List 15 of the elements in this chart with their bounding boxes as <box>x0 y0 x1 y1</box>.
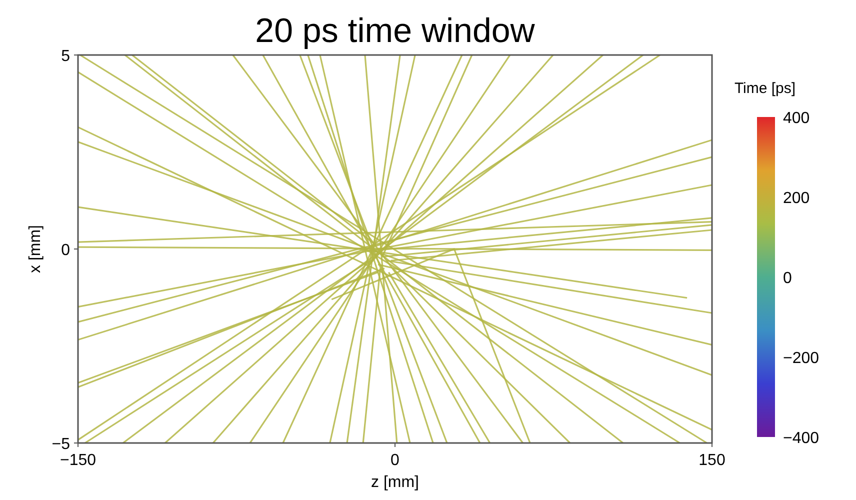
x-tick-label: 0 <box>390 452 400 469</box>
color-bar-label: 0 <box>783 270 792 287</box>
y-tick-label: −5 <box>52 436 70 453</box>
color-bar-label: 400 <box>783 110 810 127</box>
color-bar-label: −200 <box>783 350 820 367</box>
x-tick-label: −150 <box>60 452 96 469</box>
x-axis-title: z [mm] <box>371 474 419 491</box>
color-bar-label: 200 <box>783 190 810 207</box>
color-bar-title: Time [ps] <box>734 80 796 97</box>
color-bar-label: −400 <box>783 430 820 447</box>
y-tick-label: 0 <box>61 242 70 259</box>
y-tick-label: 5 <box>61 48 70 65</box>
x-tick-label: 150 <box>698 452 726 469</box>
chart-title: 20 ps time window <box>255 12 536 50</box>
y-axis-title: x [mm] <box>27 225 44 273</box>
